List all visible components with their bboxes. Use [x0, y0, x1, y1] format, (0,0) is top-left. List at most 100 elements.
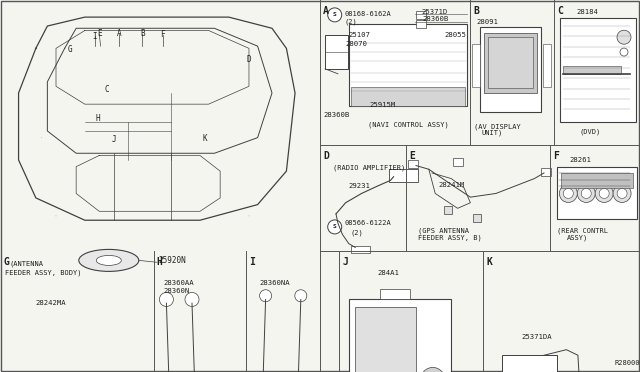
Bar — [472, 44, 480, 87]
Circle shape — [617, 30, 631, 44]
Text: D: D — [246, 55, 252, 64]
Text: F: F — [160, 31, 165, 39]
Text: A: A — [117, 29, 122, 38]
Bar — [444, 206, 452, 214]
Bar — [473, 214, 481, 222]
Text: UNIT): UNIT) — [482, 130, 503, 137]
Ellipse shape — [79, 249, 139, 272]
Text: (ANTENNA: (ANTENNA — [10, 261, 44, 267]
Text: 08168-6162A: 08168-6162A — [344, 11, 391, 17]
Text: 28091: 28091 — [477, 19, 499, 25]
Bar — [561, 173, 633, 188]
Text: (2): (2) — [344, 18, 357, 25]
Text: 284A1: 284A1 — [378, 270, 399, 276]
Text: J: J — [342, 257, 348, 267]
Text: I: I — [93, 32, 97, 41]
Text: K: K — [486, 257, 492, 267]
Text: 08566-6122A: 08566-6122A — [344, 220, 391, 226]
Bar — [408, 160, 418, 169]
Text: (2): (2) — [351, 229, 364, 236]
Text: (DVD): (DVD) — [579, 129, 600, 135]
Text: 28184: 28184 — [576, 9, 598, 15]
Bar — [349, 299, 451, 372]
Text: (NAVI CONTROL ASSY): (NAVI CONTROL ASSY) — [368, 121, 449, 128]
Bar — [416, 11, 426, 19]
Text: (GPS ANTENNA: (GPS ANTENNA — [418, 227, 469, 234]
Circle shape — [328, 220, 342, 234]
Circle shape — [559, 185, 577, 202]
Text: (RADIO AMPLIFIER): (RADIO AMPLIFIER) — [333, 164, 405, 171]
Circle shape — [577, 185, 595, 202]
Text: 28360B: 28360B — [422, 16, 449, 22]
Text: G: G — [68, 45, 73, 54]
Bar — [452, 158, 463, 166]
Text: FEEDER ASSY, B): FEEDER ASSY, B) — [418, 235, 482, 241]
Bar — [557, 167, 637, 219]
Text: ASSY): ASSY) — [566, 235, 588, 241]
Circle shape — [159, 292, 173, 307]
Bar — [351, 246, 370, 253]
Bar — [416, 20, 426, 28]
Ellipse shape — [96, 256, 122, 265]
Text: H: H — [157, 257, 163, 267]
Text: 25371D: 25371D — [421, 9, 447, 15]
Bar — [563, 66, 621, 74]
Text: 25920N: 25920N — [159, 256, 186, 265]
Text: I: I — [250, 257, 255, 267]
Circle shape — [617, 189, 627, 198]
Text: S: S — [333, 224, 337, 230]
Bar — [325, 35, 348, 69]
Text: 25371DA: 25371DA — [522, 334, 552, 340]
Circle shape — [599, 189, 609, 198]
Circle shape — [185, 292, 199, 307]
Bar — [349, 24, 467, 106]
Text: 25915M: 25915M — [370, 102, 396, 108]
Circle shape — [563, 189, 573, 198]
Bar — [355, 308, 416, 372]
Text: (AV DISPLAY: (AV DISPLAY — [474, 123, 520, 130]
Text: 25107: 25107 — [349, 32, 371, 38]
Text: 28360AA: 28360AA — [163, 280, 194, 286]
Text: E: E — [410, 151, 415, 161]
Text: R280002J: R280002J — [614, 360, 640, 366]
Text: C: C — [104, 85, 109, 94]
Text: 28242MA: 28242MA — [35, 300, 66, 306]
Circle shape — [581, 189, 591, 198]
Text: 28360B: 28360B — [323, 112, 349, 118]
Circle shape — [420, 368, 445, 372]
Bar — [389, 169, 418, 182]
Circle shape — [295, 290, 307, 302]
Circle shape — [613, 185, 631, 202]
Bar — [351, 87, 465, 106]
Text: 29231: 29231 — [349, 183, 371, 189]
Text: 28070: 28070 — [346, 41, 367, 47]
Bar — [560, 18, 636, 122]
Text: FEEDER ASSY, BODY): FEEDER ASSY, BODY) — [5, 269, 82, 276]
Bar — [541, 168, 551, 176]
Circle shape — [620, 48, 628, 56]
Text: 28360N: 28360N — [163, 288, 189, 294]
Text: H: H — [95, 114, 100, 123]
Bar — [380, 289, 410, 299]
Circle shape — [328, 8, 342, 22]
Text: (REAR CONTRL: (REAR CONTRL — [557, 227, 608, 234]
Text: B: B — [140, 29, 145, 38]
Text: B: B — [474, 6, 479, 16]
Bar — [543, 44, 551, 87]
Text: K: K — [202, 134, 207, 143]
Text: E: E — [97, 29, 102, 38]
Circle shape — [595, 185, 613, 202]
Text: 28360NA: 28360NA — [259, 280, 290, 286]
Text: C: C — [557, 6, 563, 16]
Text: J: J — [111, 135, 116, 144]
Text: 28055: 28055 — [445, 32, 467, 38]
Bar — [502, 355, 557, 372]
Text: A: A — [323, 6, 329, 16]
Text: 28261: 28261 — [570, 157, 591, 163]
Text: G: G — [3, 257, 9, 267]
Text: F: F — [554, 151, 559, 161]
Circle shape — [260, 290, 271, 302]
Text: S: S — [333, 12, 337, 17]
Bar — [480, 27, 541, 112]
Bar — [488, 37, 532, 88]
